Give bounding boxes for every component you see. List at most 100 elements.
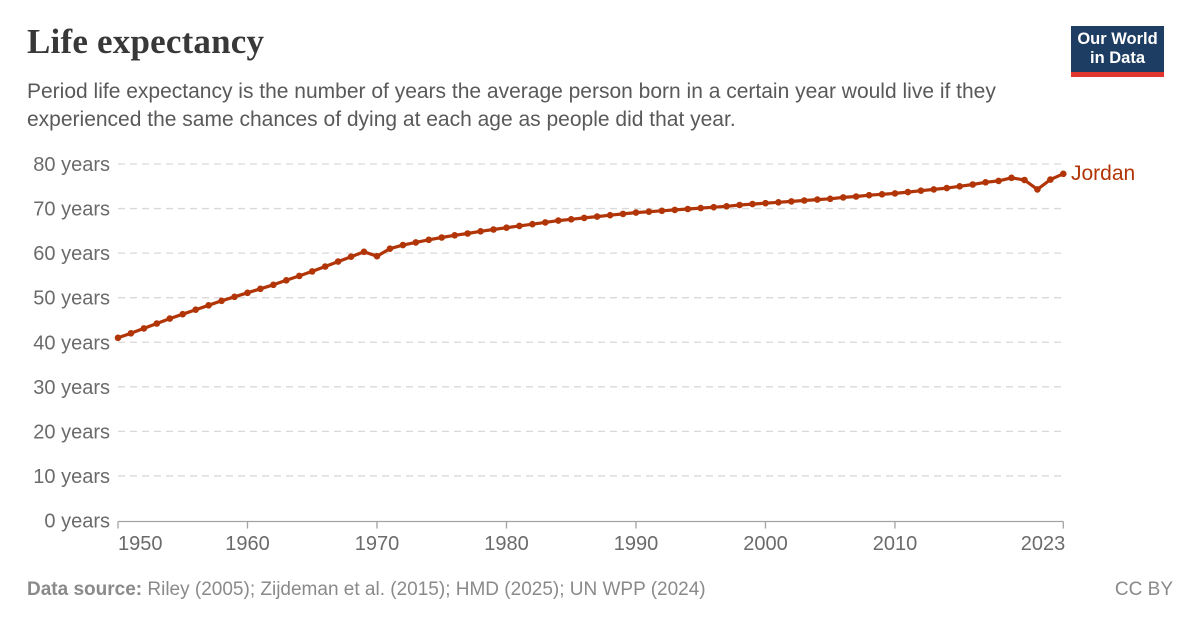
data-point-1957[interactable] [205,302,212,309]
data-point-2020[interactable] [1021,176,1028,184]
data-point-1987[interactable] [593,213,601,220]
y-tick-label-80: 80 years [33,154,110,176]
owid-logo-red-bar [1071,72,1164,77]
chart-subtitle: Period life expectancy is the number of … [27,80,996,131]
data-point-2006[interactable] [839,194,847,201]
data-point-1956[interactable] [192,306,199,314]
data-point-2003[interactable] [801,197,808,204]
data-point-1996[interactable] [710,203,717,211]
license-badge[interactable]: CC BY [1114,579,1173,600]
data-point-2015[interactable] [956,183,963,190]
data-point-1989[interactable] [619,210,627,218]
data-point-1984[interactable] [555,217,562,224]
data-point-1974[interactable] [425,236,433,244]
chart-footer: Data source: Riley (2005); Zijdeman et a… [27,579,1173,601]
data-point-1967[interactable] [334,258,342,265]
data-point-1973[interactable] [412,239,420,246]
x-tick-label-1970: 1970 [355,533,400,555]
owid-logo[interactable]: Our World in Data [1071,26,1164,77]
data-point-2005[interactable] [826,195,834,203]
data-point-1995[interactable] [697,204,704,212]
data-point-1981[interactable] [516,222,523,230]
data-point-1997[interactable] [723,203,730,210]
data-point-2007[interactable] [852,193,860,200]
data-point-1988[interactable] [606,211,614,219]
x-tick-label-2010: 2010 [873,533,918,555]
data-point-1955[interactable] [179,310,186,318]
owid-logo-text: Our World in Data [1071,26,1164,72]
data-point-2009[interactable] [878,191,886,198]
data-point-1999[interactable] [749,200,756,208]
data-point-1986[interactable] [580,214,588,222]
data-point-1971[interactable] [386,245,394,252]
series-label-jordan: Jordan [1071,162,1136,185]
data-point-1991[interactable] [645,208,653,215]
data-point-1985[interactable] [567,216,575,223]
data-point-2019[interactable] [1008,174,1015,182]
data-point-1961[interactable] [257,285,264,293]
data-point-1990[interactable] [632,209,640,216]
data-point-1980[interactable] [503,224,510,231]
data-point-2022[interactable] [1047,176,1054,183]
data-point-1960[interactable] [244,289,251,297]
data-point-1969[interactable] [360,248,368,256]
data-point-1958[interactable] [218,297,225,305]
data-point-1954[interactable] [166,315,174,322]
data-point-1952[interactable] [140,325,148,332]
data-point-2012[interactable] [917,187,925,194]
data-point-1953[interactable] [153,320,161,327]
y-tick-label-10: 10 years [33,466,110,488]
data-point-1998[interactable] [736,201,743,209]
data-point-1963[interactable] [283,277,290,284]
data-point-1994[interactable] [684,205,692,213]
data-point-1982[interactable] [529,220,536,228]
data-point-1966[interactable] [321,263,329,270]
data-point-2002[interactable] [788,198,795,205]
data-point-2023[interactable] [1060,170,1067,178]
y-tick-label-20: 20 years [33,421,110,443]
data-point-2004[interactable] [814,196,821,203]
data-point-1993[interactable] [671,206,679,214]
data-point-2010[interactable] [891,190,899,197]
data-point-1979[interactable] [490,226,497,233]
x-tick-label-1960: 1960 [225,533,270,555]
data-point-2001[interactable] [775,199,782,206]
data-source-list: Riley (2005); Zijdeman et al. (2015); HM… [142,579,706,600]
data-point-1972[interactable] [399,241,407,249]
x-tick-label-1950: 1950 [118,533,163,555]
owid-logo-line2: in Data [1089,49,1145,67]
x-tick-label-1990: 1990 [614,533,659,555]
y-tick-label-30: 30 years [33,377,110,399]
data-point-2018[interactable] [995,177,1002,185]
data-point-1978[interactable] [477,228,484,235]
data-point-1951[interactable] [127,330,135,337]
data-point-1992[interactable] [658,207,666,215]
data-point-1976[interactable] [451,232,459,239]
data-point-2017[interactable] [982,179,989,186]
data-point-1959[interactable] [231,293,238,301]
data-point-1977[interactable] [464,230,471,237]
y-tick-label-50: 50 years [33,288,110,310]
data-point-2016[interactable] [969,181,976,188]
page-title: Life expectancy [27,22,265,61]
x-tick-label-2000: 2000 [743,533,788,555]
data-point-1968[interactable] [347,253,355,260]
data-point-2000[interactable] [762,199,769,207]
data-point-1983[interactable] [542,219,549,226]
data-point-1975[interactable] [438,234,446,241]
data-point-2014[interactable] [943,184,951,192]
data-point-1970[interactable] [373,252,381,260]
data-point-2021[interactable] [1034,186,1041,193]
data-point-1965[interactable] [308,268,316,275]
data-point-2008[interactable] [865,191,873,199]
data-point-1962[interactable] [270,281,277,289]
data-source-line: Data source: Riley (2005); Zijdeman et a… [27,579,706,601]
data-point-1964[interactable] [296,272,303,280]
data-point-2013[interactable] [930,186,938,193]
owid-logo-line1: Our World [1077,29,1158,48]
data-point-1950[interactable] [114,334,122,342]
data-point-2011[interactable] [904,188,912,196]
series-line-jordan[interactable] [116,172,1065,340]
